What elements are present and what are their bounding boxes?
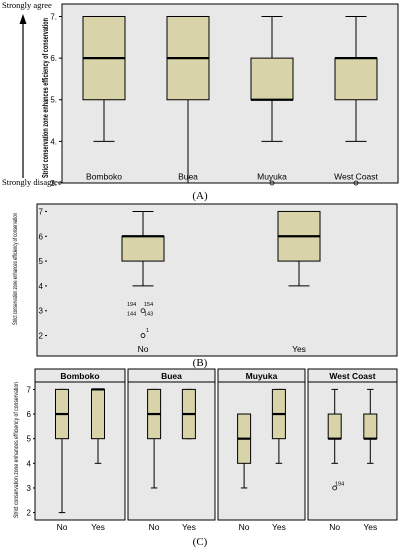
panel-a-category-label-2: Muyuka (257, 172, 287, 182)
panel-c-ytick-label-4: 6 (27, 410, 32, 419)
panel-c-ytick-label-3: 5 (27, 435, 32, 444)
panel-b-box-0-outlier-1 (140, 333, 146, 338)
chart-marks: 3. 4. 5. 6. 7. Bomboko Buea Muyuka West Coast 2 3 4… (27, 3, 399, 532)
panel-b-outlier-label-4: 1 (146, 328, 149, 334)
panel-b-category-label-0: No (138, 344, 149, 354)
panel-a-box-2-outlier-0 (269, 180, 275, 186)
panel-b-outlier-label-1: 154 (144, 302, 153, 308)
panel-c-outlier-label-0: 194 (335, 482, 344, 488)
panel-c-facet-3-box-0-outlier-0 (332, 485, 338, 491)
panel-c-ytick-label-1: 3 (27, 484, 32, 493)
panel-c-ytick-label-2: 4 (27, 459, 32, 468)
panel-a-box-3-outlier-0 (353, 180, 359, 186)
panel-c-facet-1-category-label-1: Yes (182, 522, 196, 532)
panel-c-ytick-label-0: 2 (27, 509, 32, 518)
panel-b-y-axis-label: Strict conservation zone enhances effici… (12, 213, 19, 325)
panel-c-facet-3-area (307, 368, 398, 521)
panel-a-category-label-1: Buea (178, 172, 198, 182)
panel-a-ytick-label-3: 6. (50, 54, 57, 63)
panel-a-caption: (A) (192, 190, 208, 202)
panel-c-facet-3-box-0-box (327, 413, 342, 440)
panel-b-ytick-label-3: 5 (39, 257, 44, 266)
panel-b-outlier-label-0: 194 (127, 302, 136, 308)
panel-b-outlier-label-3: 143 (144, 312, 153, 318)
panel-a-box-2-box (250, 57, 294, 101)
panel-a-category-label-3: West Coast (334, 172, 378, 182)
panel-a-y-axis-label: Strict conservation zone enhances effici… (41, 18, 50, 178)
panel-b-box-0-outlier-0 (140, 308, 146, 314)
panel-b-ytick-label-1: 3 (39, 307, 44, 316)
panel-a-ytick-label-0: 3. (50, 179, 57, 188)
panel-c-y-axis-label: Strict conservation zone enhances effici… (13, 382, 20, 518)
panel-c-facet-3-title: West Coast (329, 371, 375, 381)
panel-c-facet-3-box-1-box (363, 413, 378, 440)
panel-b-ytick-label-5: 7 (39, 207, 44, 216)
panel-c-facet-2-category-label-1: Yes (272, 522, 286, 532)
panel-b-box-0-box (121, 235, 165, 262)
panel-c-facet-2-title: Muyuka (246, 371, 278, 381)
panel-c-facet-0-box-1-box (91, 388, 105, 440)
panel-a-bottom-label: Strongly disagree (2, 177, 62, 187)
panel-b-outlier-label-2: 144 (127, 312, 136, 318)
panel-b-plot-area (36, 203, 398, 357)
panel-c-facet-1-title: Buea (161, 371, 182, 381)
panel-c-caption: (C) (193, 536, 208, 548)
panel-c-facet-2-area (217, 368, 306, 521)
panel-c-ytick-label-5: 7 (27, 385, 32, 394)
panel-c-facet-0-category-label-1: Yes (91, 522, 105, 532)
panel-b-category-label-1: Yes (292, 344, 306, 354)
panel-c-facet-3-category-label-1: Yes (363, 522, 377, 532)
panel-c-facet-1-category-label-0: No (149, 522, 160, 532)
panel-a-arrow-head (19, 14, 27, 24)
panel-a-box-3-box (334, 57, 378, 101)
panel-c-facet-2-category-label-0: No (239, 522, 250, 532)
panel-c-facet-0-category-label-0: No (57, 522, 68, 532)
panel-b-ytick-label-2: 4 (39, 282, 44, 291)
panel-a-top-label: Strongly agree (2, 0, 52, 10)
panel-c-facet-0-title: Bomboko (60, 371, 99, 381)
panel-b-ytick-label-4: 6 (39, 232, 44, 241)
panel-a-ytick-label-4: 7. (50, 12, 57, 21)
panel-c-facet-0-area (34, 368, 126, 521)
panel-a-ytick-label-2: 5. (50, 96, 57, 105)
panel-a-ytick-label-1: 4. (50, 137, 57, 146)
panel-b-caption: (B) (193, 357, 208, 369)
panel-b-ytick-label-0: 2 (39, 332, 44, 341)
panel-a-category-label-0: Bomboko (86, 172, 122, 182)
panel-c-facet-3-category-label-0: No (329, 522, 340, 532)
panel-c-facet-1-area (127, 368, 216, 521)
